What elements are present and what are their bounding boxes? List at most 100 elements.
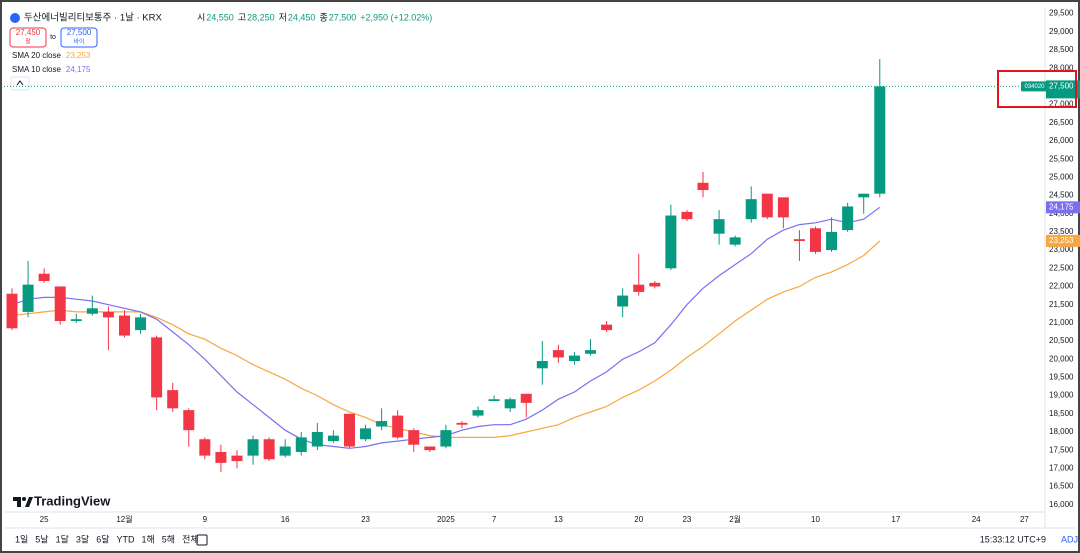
candle-body: [70, 319, 82, 322]
candle-body: [408, 430, 420, 445]
adjust-button[interactable]: ADJ: [1061, 534, 1078, 544]
range-button[interactable]: 1달: [56, 533, 69, 544]
legend-name: SMA 10 close: [12, 65, 61, 74]
y-tick-label: 27,000: [1049, 100, 1074, 109]
range-button[interactable]: 5날: [35, 534, 48, 544]
range-button[interactable]: 5해: [162, 534, 175, 544]
sell-price: 27,450: [16, 28, 41, 37]
logo-icon: [13, 497, 33, 507]
last-price-box: [1046, 80, 1080, 99]
ohlc-label: 고: [238, 12, 246, 22]
range-button[interactable]: YTD: [116, 534, 135, 544]
y-tick-label: 25,500: [1049, 154, 1074, 163]
candle-body: [424, 446, 436, 451]
symbol-icon: [10, 13, 20, 23]
range-button[interactable]: 1해: [141, 534, 154, 544]
calendar-icon[interactable]: [196, 534, 208, 546]
buy-label: 바이: [73, 38, 84, 46]
last-price-label: 27,500: [1049, 82, 1074, 91]
candle-body: [793, 239, 805, 241]
candle-body: [681, 211, 693, 220]
y-tick-label: 26,500: [1049, 118, 1074, 127]
candle-body: [392, 415, 404, 438]
candle-body: [585, 350, 597, 354]
toolbar: 1일 5날 1달 3달 6달 YTD 1해 5해 전체: [15, 533, 199, 544]
ohlc-value: 27,500: [329, 12, 357, 22]
sma-axis-box: [1046, 201, 1080, 214]
candle-body: [520, 393, 532, 403]
symbol-title[interactable]: 두산에너빌리티보통주 · 1날 · KRX: [24, 13, 163, 24]
y-tick-label: 19,000: [1049, 391, 1074, 400]
y-tick-label: 16,000: [1049, 500, 1074, 509]
candle-body: [311, 431, 323, 447]
clock: 15:33:12 UTC+9: [980, 534, 1046, 544]
candle-body: [215, 451, 227, 463]
candle-body: [649, 282, 661, 287]
collapse-button[interactable]: [10, 76, 30, 91]
y-tick-label: 28,000: [1049, 63, 1074, 72]
y-tick-label: 18,000: [1049, 427, 1074, 436]
y-tick-label: 28,500: [1049, 45, 1074, 54]
y-tick-label: 20,000: [1049, 354, 1074, 363]
ohlc-value: 28,250: [247, 12, 275, 22]
sell-button[interactable]: [9, 27, 47, 48]
range-button[interactable]: 전체: [182, 534, 199, 544]
candle-body: [568, 355, 580, 362]
candle-body: [697, 182, 709, 191]
ohlc-label: 저: [279, 12, 287, 22]
candle-body: [151, 337, 163, 398]
candle-body: [552, 350, 564, 358]
ohlc-change: +2,950 (+12.02%): [360, 12, 432, 22]
range-button[interactable]: 3달: [76, 533, 89, 544]
y-tick-label: 17,000: [1049, 463, 1074, 472]
y-tick-label: 24,500: [1049, 191, 1074, 200]
candle-body: [456, 422, 468, 425]
candle-body: [6, 293, 18, 329]
symbol-code-box: [1021, 81, 1048, 92]
candle-body: [472, 410, 484, 416]
candle-body: [665, 215, 677, 269]
candle-body: [810, 228, 821, 252]
buy-button[interactable]: [60, 27, 98, 48]
x-tick-label: 12월: [116, 514, 132, 524]
candle-body: [247, 439, 259, 456]
candle-body: [199, 439, 211, 456]
symbol-code: 034020: [1024, 84, 1045, 90]
candle-body: [295, 437, 307, 452]
y-tick-label: 23,500: [1049, 227, 1074, 236]
candle-body: [22, 284, 34, 312]
candle-body: [360, 428, 372, 440]
x-tick-label: 16: [281, 515, 290, 524]
y-tick-label: 16,500: [1049, 482, 1074, 491]
candle-body: [183, 410, 195, 431]
candle-body: [761, 193, 773, 218]
candle-body: [54, 286, 66, 322]
candle-body: [343, 413, 355, 447]
x-tick-label: 2월: [729, 514, 741, 524]
x-tick-label: 7: [492, 515, 497, 524]
range-button[interactable]: 6달: [96, 533, 109, 544]
candle-body: [858, 193, 870, 198]
y-tick-label: 26,000: [1049, 136, 1074, 145]
x-tick-label: 10: [811, 515, 820, 524]
y-tick-label: 20,500: [1049, 336, 1074, 345]
x-tick-label: 23: [361, 515, 370, 524]
x-tick-label: 27: [1020, 515, 1029, 524]
range-button[interactable]: 1일: [15, 534, 28, 544]
candle-body: [118, 315, 130, 336]
y-tick-label: 18,500: [1049, 409, 1074, 418]
y-tick-label: 22,000: [1049, 282, 1074, 291]
candle-body: [874, 86, 886, 194]
logo-dot: [22, 497, 26, 501]
x-tick-label: 9: [203, 515, 208, 524]
ohlc-label: 종: [319, 12, 327, 22]
indicator-legend: SMA 20 close 23,253 SMA 10 close 24,175: [12, 51, 91, 74]
candle-body: [488, 399, 500, 402]
ohlc-value: 24,450: [288, 12, 316, 22]
y-tick-label: 17,500: [1049, 445, 1074, 454]
legend-value: 23,253: [66, 51, 91, 60]
y-tick-label: 22,500: [1049, 263, 1074, 272]
y-tick-label: 29,000: [1049, 27, 1074, 36]
